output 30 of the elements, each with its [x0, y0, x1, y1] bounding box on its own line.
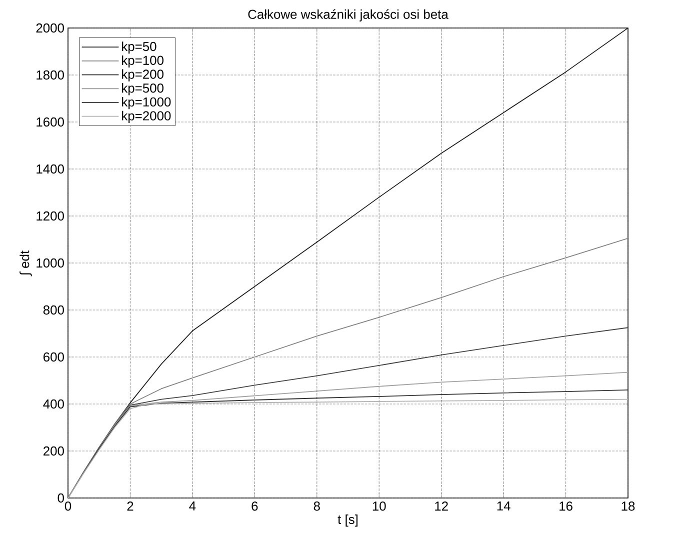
y-tick-label: 400: [43, 399, 64, 409]
x-tick-label: 14: [497, 502, 510, 510]
x-tick-label: 8: [314, 502, 320, 511]
x-tick-label: 2: [127, 502, 134, 511]
x-axis-title: t [s]: [338, 514, 358, 527]
legend-label: kp=200: [122, 69, 164, 82]
y-tick-label: 1800: [36, 70, 64, 80]
x-tick-label: 6: [252, 502, 258, 511]
x-tick-label: 0: [64, 502, 72, 511]
legend-label: kp=1000: [122, 97, 171, 110]
x-tick-label: 10: [372, 502, 386, 511]
chart-title: Całkowe wskaźniki jakości osi beta: [248, 9, 448, 22]
y-tick-label: 1000: [36, 258, 64, 268]
y-tick-label: 2000: [36, 23, 64, 33]
y-tick-label: 0: [58, 493, 64, 503]
y-tick-label: 600: [44, 352, 64, 362]
y-axis-title: ∫ edt: [20, 250, 32, 276]
y-tick-label: 1600: [36, 117, 64, 127]
legend-label: kp=50: [122, 42, 156, 54]
y-tick-label: 800: [43, 305, 64, 315]
x-tick-label: 16: [560, 502, 572, 511]
y-tick-label: 200: [44, 446, 64, 456]
y-tick-label: 1400: [36, 164, 64, 174]
x-tick-label: 4: [189, 502, 196, 510]
legend-label: kp=2000: [122, 110, 171, 123]
legend-label: kp=100: [122, 55, 164, 68]
x-tick-label: 18: [622, 502, 635, 511]
x-tick-label: 12: [435, 502, 448, 511]
legend-label: kp=500: [122, 83, 164, 96]
y-tick-label: 1200: [36, 211, 64, 221]
